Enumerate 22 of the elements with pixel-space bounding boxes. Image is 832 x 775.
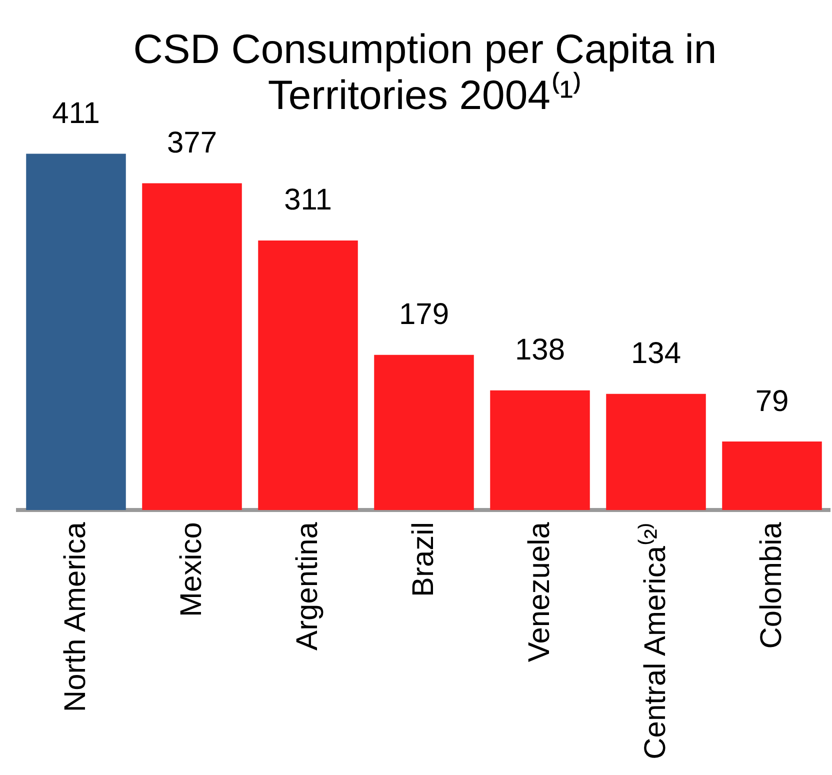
x-tick-label: Argentina [290,522,325,650]
chart-title: CSD Consumption per Capita in Territories 2004⁽¹⁾ [132,26,718,118]
data-label: 311 [284,184,332,217]
data-label: 138 [514,334,566,367]
bar [374,354,474,510]
data-label: 179 [398,298,450,332]
x-tick-label: Venezuela [522,522,557,662]
bar [490,390,590,510]
bar [606,394,706,510]
x-tick-label: Central America⁽²⁾ [638,522,673,760]
bar [722,442,822,510]
x-tick-label: North America [58,522,93,712]
bar [258,240,358,510]
data-label: 411 [52,97,100,130]
bar [142,183,242,510]
x-tick-label: Mexico [174,522,209,618]
bar [26,154,126,510]
data-label: 79 [755,384,789,418]
data-label: 134 [630,337,682,370]
x-tick-label: Brazil [406,522,441,598]
data-label: 377 [166,126,218,160]
x-tick-label: Colombia [754,522,789,649]
